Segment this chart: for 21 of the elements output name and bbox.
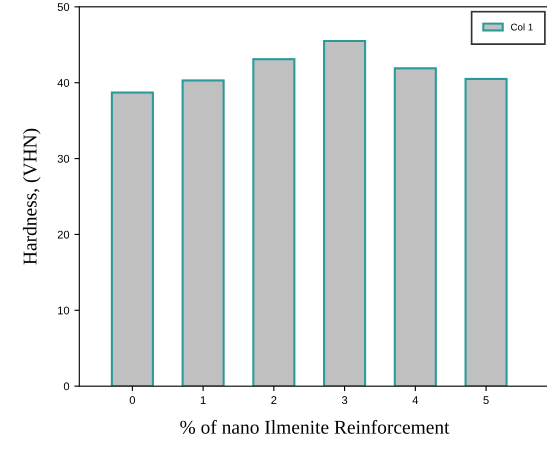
bar <box>110 92 154 386</box>
y-tick-label: 0 <box>64 382 70 390</box>
x-tick-label: 2 <box>271 396 276 404</box>
bar <box>394 67 437 386</box>
y-tick-label: 50 <box>58 3 70 11</box>
y-tick-label: 20 <box>58 230 70 239</box>
y-axis-title: Hardness, (VHN) <box>22 128 41 265</box>
x-tick-label: 1 <box>200 396 206 404</box>
x-axis-title: % of nano Ilmenite Reinforcement <box>180 420 450 434</box>
y-tick-label: 10 <box>58 306 70 314</box>
bar <box>323 40 366 386</box>
x-tick-label: 5 <box>483 396 489 404</box>
bar <box>252 58 296 386</box>
y-tick-label: 40 <box>57 78 70 87</box>
x-tick-label: 3 <box>342 396 348 404</box>
bar <box>464 78 508 386</box>
bar <box>182 79 225 386</box>
y-tick-label: 30 <box>58 154 70 163</box>
x-tick-label: 4 <box>412 396 418 404</box>
legend-label: Col 1 <box>511 23 533 31</box>
x-tick-label: 0 <box>130 396 136 404</box>
